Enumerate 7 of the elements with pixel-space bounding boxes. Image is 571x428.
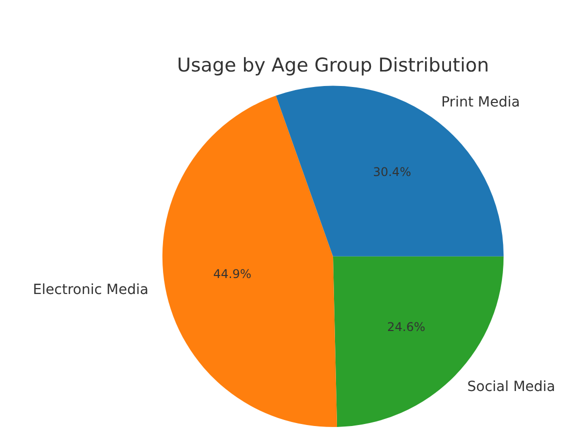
chart-title: Usage by Age Group Distribution xyxy=(176,54,490,76)
data-label: 44.9% xyxy=(213,267,252,282)
data-label: 30.4% xyxy=(372,164,412,179)
slice-label: Electronic Media xyxy=(32,282,148,298)
slice-label: Social Media xyxy=(467,379,556,396)
slice-label: Print Media xyxy=(441,94,520,111)
data-label: 24.6% xyxy=(387,320,426,334)
